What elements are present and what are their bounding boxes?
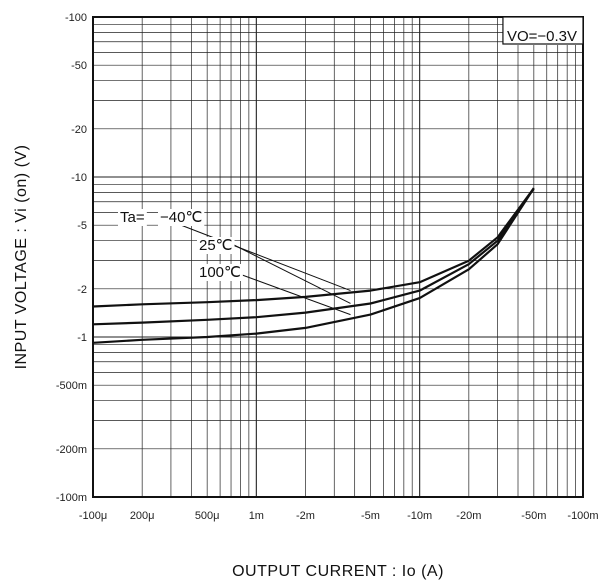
annotation-bg [197,264,243,281]
x-tick-label: -10m [407,510,432,522]
annotation-leader [233,271,351,316]
x-tick-label: -50m [521,510,546,522]
y-tick-label: -10 [71,172,87,184]
x-tick-label: -2m [296,510,315,522]
plot-frame [92,16,584,498]
annotation-leader [233,244,351,304]
x-tick-label: -100μ [79,510,107,522]
condition-box [502,16,584,45]
temp-label: 100℃ [199,264,241,281]
y-axis-title: INPUT VOLTAGE : Vi (on) (V) [13,145,30,370]
y-tick-label: -5 [77,220,87,232]
x-tick-label: -5m [361,510,380,522]
series-line [92,187,535,344]
x-tick-label: -20m [456,510,481,522]
temp-label: −40℃ [160,209,202,226]
y-tick-label: -100m [56,492,87,504]
x-axis-title: OUTPUT CURRENT : Io (A) [232,563,444,580]
annotation-leader [159,216,351,292]
y-tick-label: -500m [56,380,87,392]
ta-prefix-label: Ta= [120,209,145,226]
annotation-leaders [159,216,351,316]
condition-label: VO=−0.3V [507,28,577,45]
tick-labels: -100μ 200μ 500μ 1m -2m -5m -10m -20m -50m -100m -1… [56,12,599,522]
annotations: Ta= −40℃ 25℃ 100℃ VO=−0.3V [118,16,584,281]
temp-label: 25℃ [199,237,233,254]
series-line [92,187,535,326]
y-tick-label: -20 [71,124,87,136]
series-curves [92,187,535,344]
annotation-bg [118,209,147,226]
y-tick-label: -1 [77,332,87,344]
x-tick-label: -100m [567,510,598,522]
x-tick-label: 500μ [195,510,220,522]
y-tick-label: -100 [65,12,87,24]
annotation-bg [197,237,235,254]
grid-lines [92,17,583,498]
annotation-bg [158,209,205,226]
y-tick-label: -2 [77,284,87,296]
x-tick-label: 200μ [130,510,155,522]
y-tick-label: -50 [71,60,87,72]
y-tick-label: -200m [56,444,87,456]
x-tick-label: 1m [249,510,264,522]
series-line [92,187,535,308]
